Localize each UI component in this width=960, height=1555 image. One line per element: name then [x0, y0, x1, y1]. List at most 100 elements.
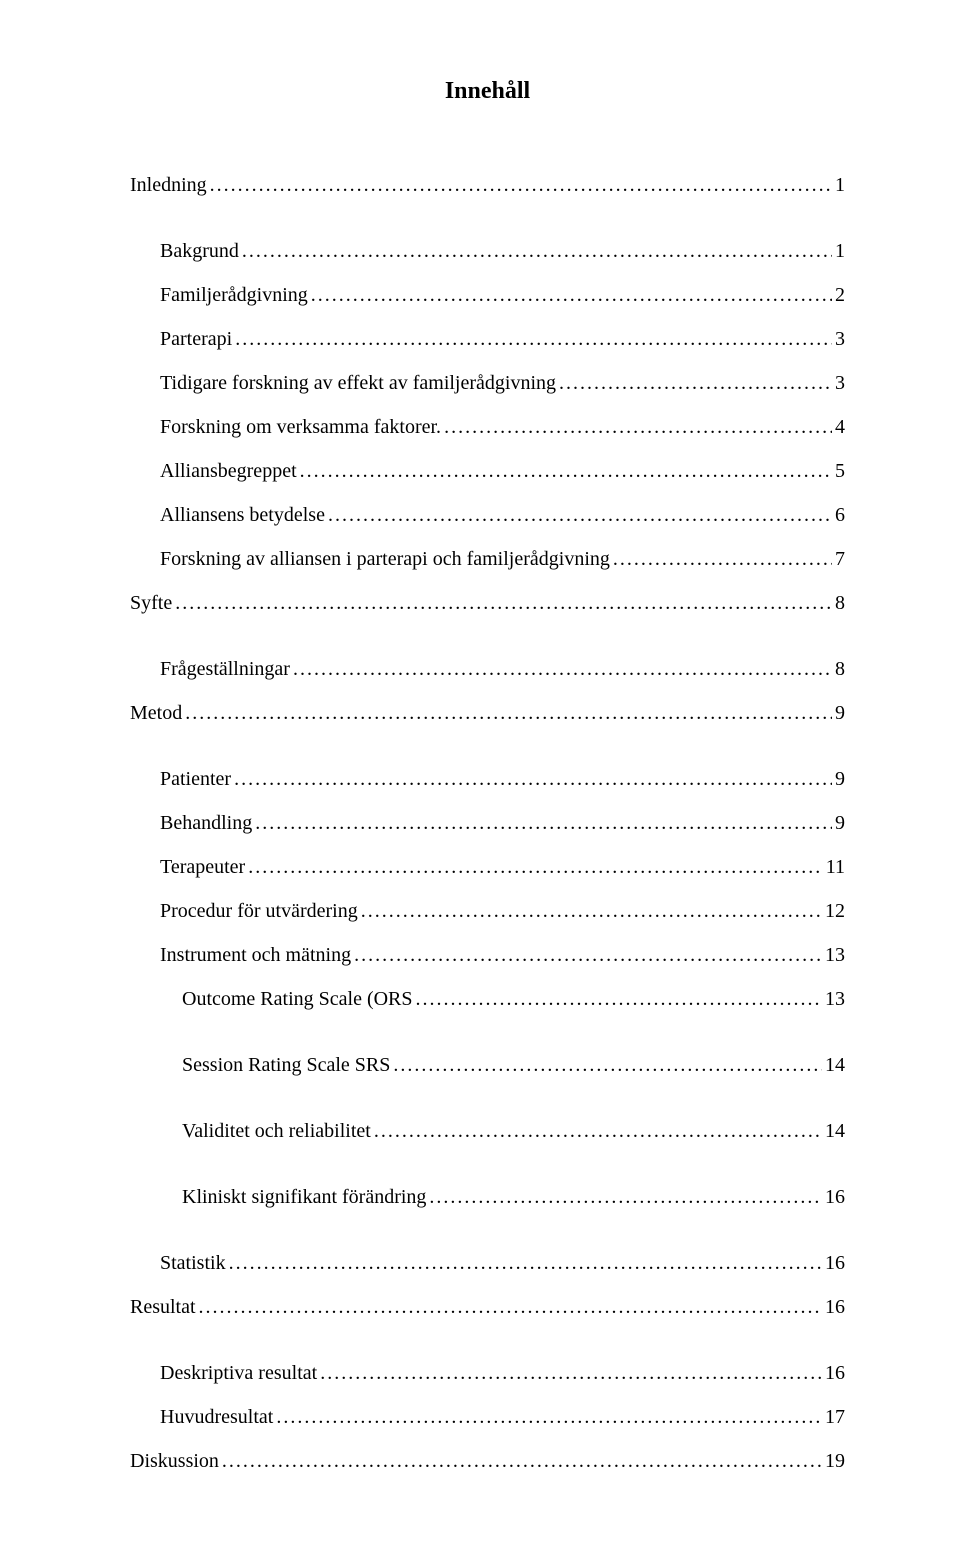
toc-entry-page: 4: [835, 417, 845, 437]
toc-dot-leader: [293, 659, 832, 679]
toc-entry-page: 11: [826, 857, 845, 877]
toc-dot-leader: [229, 1253, 822, 1273]
toc-dot-leader: [354, 945, 822, 965]
toc-entry-page: 3: [835, 373, 845, 393]
toc-list: Inledning 1 Bakgrund 1 Familjerådgivning 2 Par…: [130, 175, 845, 1471]
toc-dot-leader: [234, 769, 832, 789]
toc-entry: Alliansens betydelse 6: [130, 505, 845, 525]
toc-entry-page: 17: [825, 1407, 845, 1427]
toc-entry: Forskning av alliansen i parterapi och f…: [130, 549, 845, 569]
toc-dot-leader: [361, 901, 822, 921]
toc-entry: Outcome Rating Scale (ORS 13: [130, 989, 845, 1009]
toc-entry-label: Deskriptiva resultat: [160, 1363, 317, 1383]
toc-entry-label: Behandling: [160, 813, 252, 833]
toc-dot-leader: [311, 285, 832, 305]
toc-entry-label: Forskning om verksamma faktorer.: [160, 417, 441, 437]
toc-entry-page: 8: [835, 659, 845, 679]
toc-entry: Instrument och mätning13: [130, 945, 845, 965]
toc-entry-page: 13: [825, 989, 845, 1009]
toc-entry-page: 3: [835, 329, 845, 349]
toc-dot-leader: [300, 461, 832, 481]
toc-entry-label: Statistik: [160, 1253, 226, 1273]
toc-entry-label: Alliansbegreppet: [160, 461, 297, 481]
toc-dot-leader: [444, 417, 832, 437]
toc-entry-label: Tidigare forskning av effekt av familjer…: [160, 373, 556, 393]
toc-dot-leader: [416, 989, 822, 1009]
toc-dot-leader: [328, 505, 832, 525]
toc-entry: Syfte8: [130, 593, 845, 613]
toc-dot-leader: [255, 813, 832, 833]
toc-entry-label: Resultat: [130, 1297, 196, 1317]
toc-entry-label: Patienter: [160, 769, 231, 789]
toc-entry-label: Huvudresultat: [160, 1407, 273, 1427]
toc-entry-page: 2: [835, 285, 845, 305]
toc-entry: Alliansbegreppet 5: [130, 461, 845, 481]
toc-entry-page: 8: [835, 593, 845, 613]
toc-entry: Validitet och reliabilitet 14: [130, 1121, 845, 1141]
toc-entry: Inledning 1: [130, 175, 845, 195]
toc-entry-label: Parterapi: [160, 329, 232, 349]
toc-entry: Kliniskt signifikant förändring 16: [130, 1187, 845, 1207]
toc-dot-leader: [235, 329, 832, 349]
toc-entry-label: Familjerådgivning: [160, 285, 308, 305]
toc-entry: Resultat 16: [130, 1297, 845, 1317]
toc-entry-label: Forskning av alliansen i parterapi och f…: [160, 549, 610, 569]
toc-entry-label: Inledning: [130, 175, 207, 195]
toc-dot-leader: [320, 1363, 822, 1383]
toc-entry-page: 1: [835, 175, 845, 195]
toc-entry: Tidigare forskning av effekt av familjer…: [130, 373, 845, 393]
toc-entry-page: 5: [835, 461, 845, 481]
toc-entry-label: Alliansens betydelse: [160, 505, 325, 525]
toc-title: Innehåll: [130, 78, 845, 105]
toc-entry-page: 16: [825, 1187, 845, 1207]
toc-entry-label: Metod: [130, 703, 182, 723]
toc-entry-page: 12: [825, 901, 845, 921]
toc-dot-leader: [393, 1055, 822, 1075]
toc-entry: Behandling 9: [130, 813, 845, 833]
toc-dot-leader: [613, 549, 832, 569]
toc-dot-leader: [175, 593, 832, 613]
toc-entry: Session Rating Scale SRS 14: [130, 1055, 845, 1075]
toc-entry-label: Validitet och reliabilitet: [182, 1121, 371, 1141]
toc-entry: Familjerådgivning 2: [130, 285, 845, 305]
toc-entry: Diskussion 19: [130, 1451, 845, 1471]
toc-dot-leader: [559, 373, 832, 393]
toc-entry-page: 1: [835, 241, 845, 261]
toc-entry: Procedur för utvärdering 12: [130, 901, 845, 921]
toc-entry-page: 7: [835, 549, 845, 569]
toc-dot-leader: [210, 175, 832, 195]
toc-entry-page: 9: [835, 769, 845, 789]
toc-entry-page: 14: [825, 1055, 845, 1075]
toc-entry: Parterapi 3: [130, 329, 845, 349]
toc-entry: Deskriptiva resultat 16: [130, 1363, 845, 1383]
toc-entry-page: 13: [825, 945, 845, 965]
toc-entry-label: Outcome Rating Scale (ORS: [182, 989, 413, 1009]
toc-entry-label: Frågeställningar: [160, 659, 290, 679]
page-container: Innehåll Inledning 1 Bakgrund 1 Familjerådgi…: [0, 0, 960, 1555]
toc-entry-label: Session Rating Scale SRS: [182, 1055, 390, 1075]
toc-entry: Terapeuter 11: [130, 857, 845, 877]
toc-entry-page: 14: [825, 1121, 845, 1141]
toc-dot-leader: [185, 703, 832, 723]
toc-entry-page: 16: [825, 1363, 845, 1383]
toc-entry: Huvudresultat 17: [130, 1407, 845, 1427]
toc-dot-leader: [248, 857, 823, 877]
toc-entry: Frågeställningar 8: [130, 659, 845, 679]
toc-entry-label: Diskussion: [130, 1451, 219, 1471]
toc-entry: Metod 9: [130, 703, 845, 723]
toc-entry: Patienter 9: [130, 769, 845, 789]
toc-entry-label: Procedur för utvärdering: [160, 901, 358, 921]
toc-dot-leader: [199, 1297, 822, 1317]
toc-entry-label: Terapeuter: [160, 857, 245, 877]
toc-entry-page: 19: [825, 1451, 845, 1471]
toc-entry-page: 16: [825, 1253, 845, 1273]
toc-dot-leader: [242, 241, 832, 261]
toc-entry: Bakgrund 1: [130, 241, 845, 261]
toc-entry-label: Kliniskt signifikant förändring: [182, 1187, 426, 1207]
toc-entry-page: 9: [835, 813, 845, 833]
toc-entry-page: 16: [825, 1297, 845, 1317]
toc-entry-page: 6: [835, 505, 845, 525]
toc-entry-page: 9: [835, 703, 845, 723]
toc-entry: Statistik 16: [130, 1253, 845, 1273]
toc-entry-label: Bakgrund: [160, 241, 239, 261]
